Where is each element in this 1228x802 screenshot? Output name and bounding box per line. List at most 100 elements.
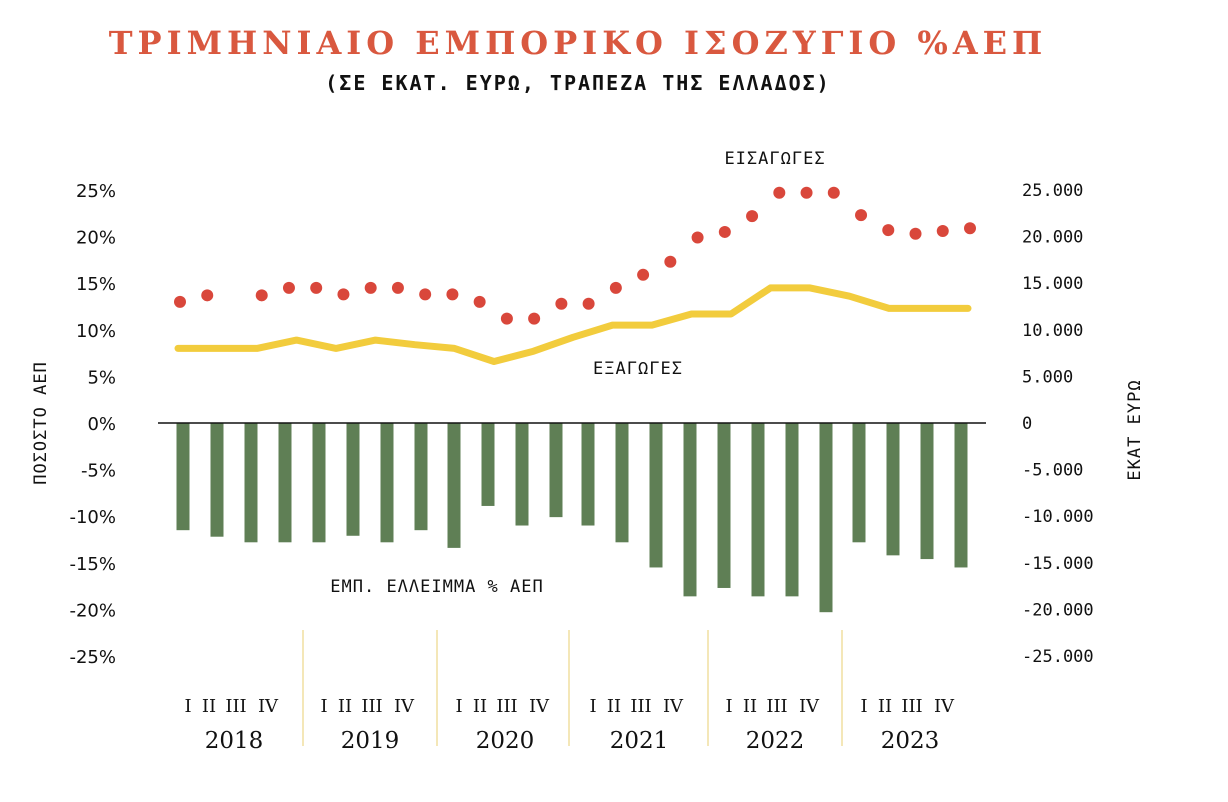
deficit-bar bbox=[278, 423, 292, 543]
quarter-label: IV bbox=[663, 696, 684, 717]
quarter-label: I bbox=[184, 696, 191, 717]
deficit-bar bbox=[481, 423, 495, 506]
deficit-bar bbox=[785, 423, 799, 597]
quarter-label: IV bbox=[934, 696, 955, 717]
imports-annotation: ΕΙΣΑΓΩΓΕΣ bbox=[724, 149, 825, 169]
left-axis-label: ΠΟΣΟΣΤΟ ΑΕΠ bbox=[31, 361, 51, 485]
imports-dot bbox=[528, 312, 541, 325]
quarter-label: III bbox=[496, 696, 517, 717]
left-tick-label: 0% bbox=[87, 414, 116, 435]
quarter-label: I bbox=[455, 696, 462, 717]
left-tick-label: 15% bbox=[76, 274, 116, 295]
right-axis-label: ΕΚΑΤ ΕΥΡΩ bbox=[1125, 379, 1145, 480]
right-tick-label: -15.000 bbox=[1022, 554, 1094, 574]
deficit-bar bbox=[886, 423, 900, 556]
imports-dot bbox=[391, 281, 404, 294]
deficit-bar bbox=[414, 423, 428, 531]
left-tick-label: -10% bbox=[69, 507, 116, 528]
exports-line-group bbox=[174, 284, 972, 365]
deficit-bar bbox=[244, 423, 258, 543]
chart-title: ΤΡΙΜΗΝΙΑΙΟ ΕΜΠΟΡΙΚΟ ΙΣΟΖΥΓΙΟ %ΑΕΠ bbox=[109, 24, 1048, 62]
quarter-label: III bbox=[901, 696, 922, 717]
imports-dot bbox=[419, 288, 432, 301]
right-tick-label: 5.000 bbox=[1022, 367, 1073, 387]
deficit-bars bbox=[176, 423, 968, 613]
deficit-bar bbox=[549, 423, 563, 518]
imports-dot bbox=[909, 227, 922, 240]
deficit-bar bbox=[852, 423, 866, 543]
left-tick-label: 20% bbox=[76, 228, 116, 249]
deficit-bar bbox=[920, 423, 934, 560]
quarter-label: II bbox=[743, 696, 757, 717]
deficit-bar bbox=[615, 423, 629, 543]
imports-dot bbox=[282, 281, 295, 294]
quarter-label: II bbox=[473, 696, 487, 717]
right-tick-label: -5.000 bbox=[1022, 461, 1083, 481]
imports-dot bbox=[555, 297, 568, 310]
imports-dot bbox=[582, 297, 595, 310]
imports-dot bbox=[364, 281, 377, 294]
deficit-bar bbox=[683, 423, 697, 597]
deficit-bar bbox=[581, 423, 595, 526]
left-tick-label: 25% bbox=[76, 181, 116, 202]
imports-dot bbox=[936, 225, 949, 238]
left-tick-label: -5% bbox=[81, 461, 116, 482]
left-tick-label: 5% bbox=[87, 367, 116, 388]
quarter-label: IV bbox=[799, 696, 820, 717]
left-axis-ticks: 25% 20% 15% 10% 5% 0% -5% -10% -15% -20% -25% bbox=[69, 181, 116, 668]
left-tick-label: -15% bbox=[69, 554, 116, 575]
right-tick-label: 20.000 bbox=[1022, 228, 1083, 248]
imports-dot bbox=[800, 186, 813, 199]
quarter-label: I bbox=[320, 696, 327, 717]
imports-dot bbox=[855, 209, 868, 222]
imports-dot bbox=[964, 222, 976, 235]
deficit-bar bbox=[346, 423, 360, 536]
deficit-annotation: ΕΜΠ. ΕΛΛΕΙΜΜΑ % ΑΕΠ bbox=[330, 577, 543, 597]
right-tick-label: -25.000 bbox=[1022, 647, 1094, 667]
imports-dot bbox=[473, 295, 486, 308]
left-tick-label: -25% bbox=[69, 647, 116, 668]
year-label: 2019 bbox=[341, 728, 400, 754]
quarter-label: II bbox=[202, 696, 216, 717]
year-label: 2021 bbox=[610, 728, 669, 754]
imports-dot bbox=[174, 295, 186, 308]
quarter-label: III bbox=[766, 696, 787, 717]
quarter-label: I bbox=[589, 696, 596, 717]
deficit-bar bbox=[717, 423, 731, 588]
imports-dot bbox=[882, 224, 895, 237]
deficit-bar bbox=[751, 423, 765, 597]
year-label: 2022 bbox=[746, 728, 805, 754]
quarter-label: I bbox=[860, 696, 867, 717]
imports-dot bbox=[773, 186, 786, 199]
right-tick-label: 15.000 bbox=[1022, 274, 1083, 294]
deficit-bar bbox=[515, 423, 529, 526]
quarter-label: III bbox=[225, 696, 246, 717]
imports-dot bbox=[500, 312, 513, 325]
left-tick-label: 10% bbox=[76, 321, 116, 342]
exports-line bbox=[174, 284, 972, 365]
year-separators bbox=[302, 630, 843, 746]
quarter-label: II bbox=[338, 696, 352, 717]
deficit-bar bbox=[380, 423, 394, 543]
deficit-bar bbox=[954, 423, 968, 568]
right-tick-label: -20.000 bbox=[1022, 600, 1094, 620]
deficit-bar bbox=[447, 423, 461, 548]
imports-dot bbox=[637, 268, 650, 281]
quarter-label: IV bbox=[529, 696, 550, 717]
exports-annotation: ΕΞΑΓΩΓΕΣ bbox=[593, 359, 683, 379]
deficit-bar bbox=[819, 423, 833, 613]
imports-dot bbox=[255, 289, 268, 302]
imports-dots bbox=[174, 186, 976, 325]
quarter-label: III bbox=[630, 696, 651, 717]
right-tick-label: 0 bbox=[1022, 414, 1032, 434]
right-axis-ticks: 25.000 20.000 15.000 10.000 5.000 0 -5.000 -10.… bbox=[1022, 181, 1094, 667]
quarter-label: I bbox=[725, 696, 732, 717]
imports-dot bbox=[746, 210, 759, 223]
quarter-label: IV bbox=[258, 696, 279, 717]
imports-dot bbox=[310, 281, 323, 294]
imports-dot bbox=[609, 281, 622, 294]
deficit-bar bbox=[312, 423, 326, 543]
year-label: 2018 bbox=[205, 728, 264, 754]
